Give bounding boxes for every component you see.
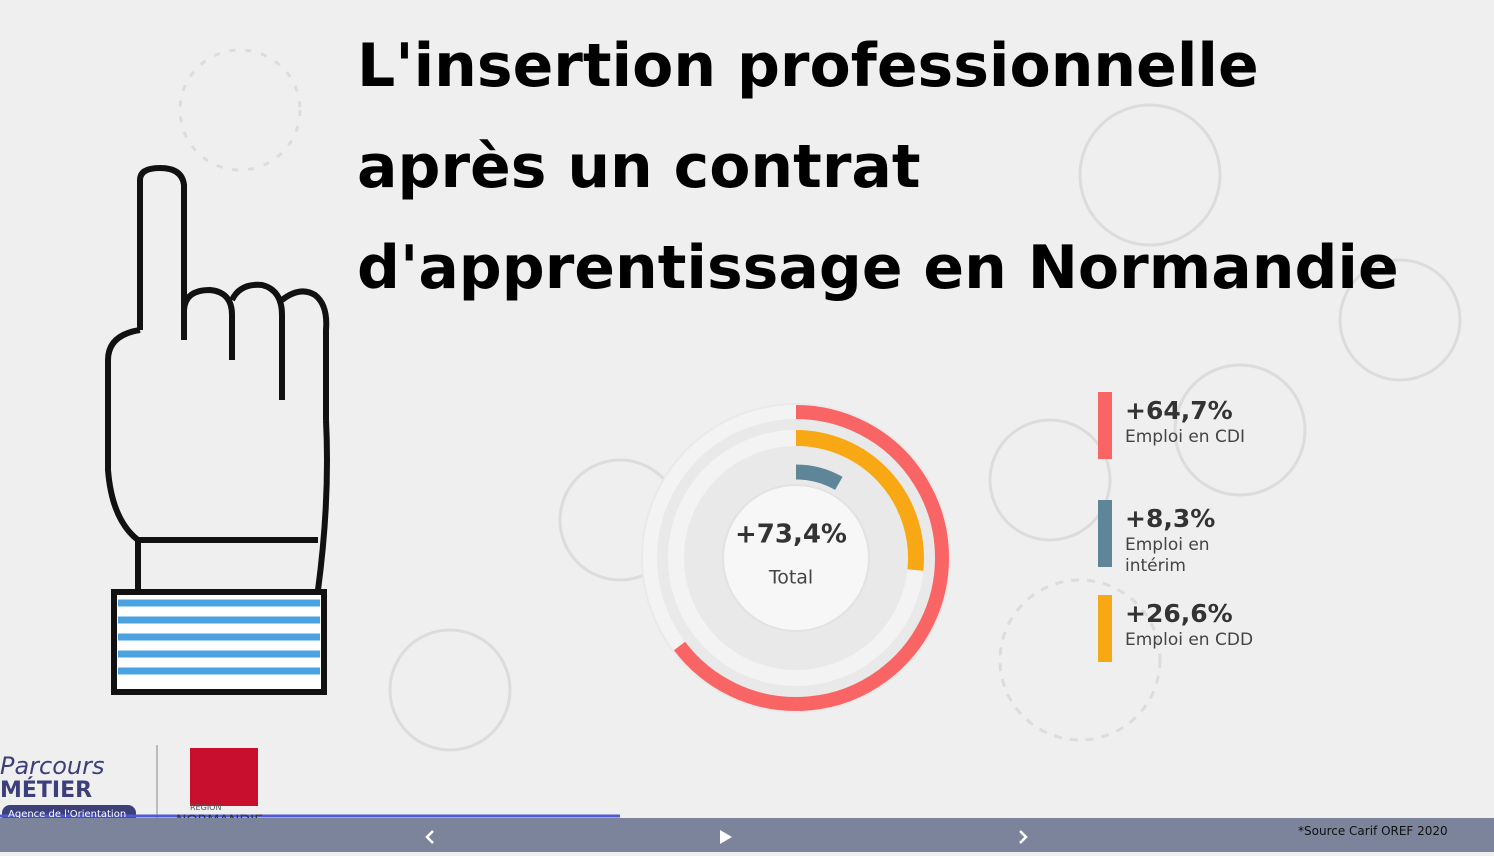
radial-bar — [673, 405, 949, 711]
total-name: Total — [768, 567, 813, 589]
legend-label: Emploi en CDI — [1125, 427, 1245, 447]
next-button[interactable] — [1019, 830, 1028, 844]
legend-value: +26,6% — [1125, 599, 1233, 628]
radial-bar — [795, 464, 843, 491]
legend-swatch — [1098, 500, 1112, 567]
play-button[interactable] — [720, 830, 732, 844]
total-value: +73,4% — [735, 520, 847, 550]
legend-value: +8,3% — [1125, 504, 1216, 533]
radial-bar — [795, 430, 924, 571]
cuff-stripes — [118, 599, 320, 675]
logo-metier: MÉTIER — [0, 778, 93, 803]
prev-button[interactable] — [425, 830, 434, 844]
legend-swatch — [1098, 392, 1112, 459]
player-controls — [425, 830, 1028, 844]
logo-agence: Agence de l'Orientation — [8, 809, 127, 820]
source: *Source Carif OREF 2020 — [1298, 824, 1448, 838]
center-disc — [722, 484, 870, 632]
hand-illustration — [105, 164, 330, 695]
logo-region: RÉGION — [190, 803, 222, 812]
title: L'insertion professionnelle après un con… — [357, 31, 1399, 303]
legend-value: +64,7% — [1125, 396, 1233, 425]
logo-parcours: Parcours — [0, 752, 105, 780]
region-flag — [190, 748, 258, 806]
legend-swatch — [1098, 595, 1112, 662]
legend-label: Emploi en CDD — [1125, 630, 1254, 650]
player-bar: *Source Carif OREF 2020 — [0, 818, 1494, 852]
legend-label: Emploi en intérim — [1125, 535, 1210, 576]
